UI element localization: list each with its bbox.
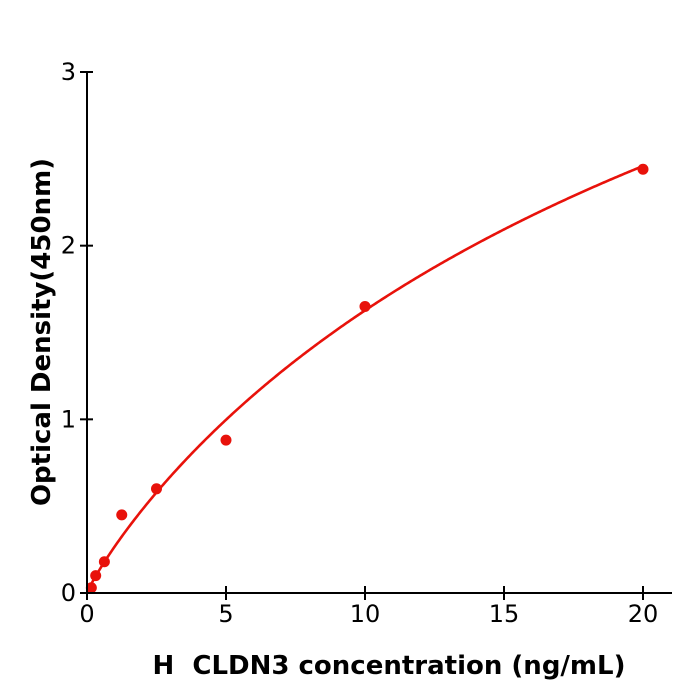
x-tick-label: 5: [218, 600, 233, 628]
y-tick-label: 3: [61, 58, 76, 86]
data-point: [359, 300, 371, 312]
data-point: [85, 582, 97, 594]
y-axis-title: Optical Density(450nm): [27, 157, 57, 507]
x-tick-label: 10: [350, 600, 381, 628]
y-tick-label: 0: [61, 579, 76, 607]
y-tick-label: 2: [61, 232, 76, 260]
x-tick-label: 20: [628, 600, 659, 628]
data-point: [220, 434, 232, 446]
y-tick-label: 1: [61, 405, 76, 433]
x-axis-title: H CLDN3 concentration (ng/mL): [152, 651, 626, 681]
fit-curve: [85, 164, 645, 595]
data-point: [637, 163, 649, 175]
data-point: [151, 483, 162, 495]
data-point: [90, 570, 102, 582]
data-point: [98, 556, 110, 568]
x-tick-label: 0: [79, 600, 94, 628]
x-tick-label: 15: [489, 600, 520, 628]
data-point: [116, 509, 128, 521]
